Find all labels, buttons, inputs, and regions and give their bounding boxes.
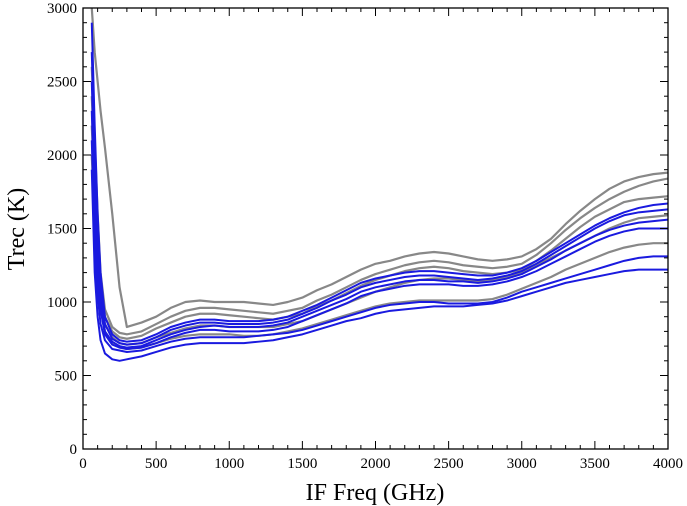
series-line-6 [90,22,668,343]
series-line-4 [90,125,668,346]
series-line-2 [90,66,668,336]
series-line-8 [90,81,668,349]
series-layer [90,8,668,362]
x-tick-label-0: 0 [79,456,87,472]
x-tick-label-5: 2500 [434,456,464,472]
y-tick-label-5: 2500 [47,75,77,91]
series-line-7 [90,52,668,346]
plot-frame [82,7,669,450]
y-tick-label-3: 1500 [47,222,77,238]
x-tick-labels: 0 500 1000 1500 2000 2500 3000 3500 4000 [79,456,683,472]
x-tick-label-3: 1500 [287,456,317,472]
y-tick-label-6: 3000 [47,1,77,17]
ticks-layer [82,7,669,450]
x-tick-label-6: 3000 [507,456,537,472]
x-tick-label-1: 500 [145,456,168,472]
series-line-11 [90,169,668,362]
y-tick-label-2: 1000 [47,295,77,311]
series-line-10 [90,140,668,353]
x-tick-label-4: 2000 [361,456,391,472]
y-axis-title: Trec (K) [4,188,30,270]
x-axis-title: IF Freq (GHz) [306,480,445,506]
series-line-1 [90,8,668,329]
x-tick-label-8: 4000 [653,456,683,472]
series-line-9 [90,110,668,351]
y-tick-label-4: 2000 [47,148,77,164]
y-tick-label-0: 0 [70,442,78,458]
y-tick-label-1: 500 [55,369,78,385]
y-tick-labels: 0 500 1000 1500 2000 2500 3000 [47,1,77,458]
x-tick-label-7: 3500 [580,456,610,472]
x-tick-label-2: 1000 [214,456,244,472]
series-line-3 [90,96,668,340]
